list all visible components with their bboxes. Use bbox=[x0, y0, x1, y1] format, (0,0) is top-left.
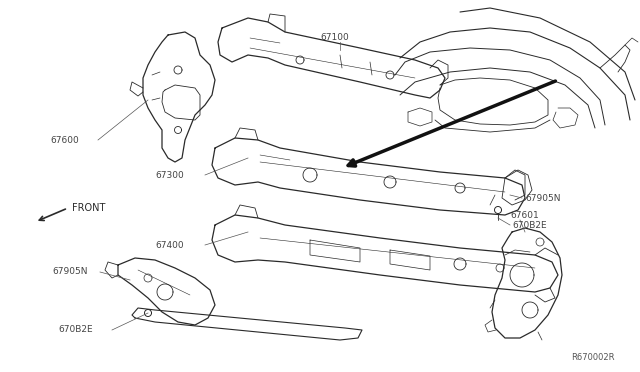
Text: 670B2E: 670B2E bbox=[58, 326, 93, 334]
Text: 670B2E: 670B2E bbox=[512, 221, 547, 230]
Text: FRONT: FRONT bbox=[72, 203, 106, 213]
Text: 67400: 67400 bbox=[155, 241, 184, 250]
Text: 67100: 67100 bbox=[320, 32, 349, 42]
Text: 67601: 67601 bbox=[510, 211, 539, 219]
Text: 67600: 67600 bbox=[50, 135, 79, 144]
Text: 67905N: 67905N bbox=[52, 267, 88, 276]
Text: R670002R: R670002R bbox=[572, 353, 615, 362]
Text: 67905N: 67905N bbox=[525, 193, 561, 202]
Text: 67300: 67300 bbox=[155, 170, 184, 180]
